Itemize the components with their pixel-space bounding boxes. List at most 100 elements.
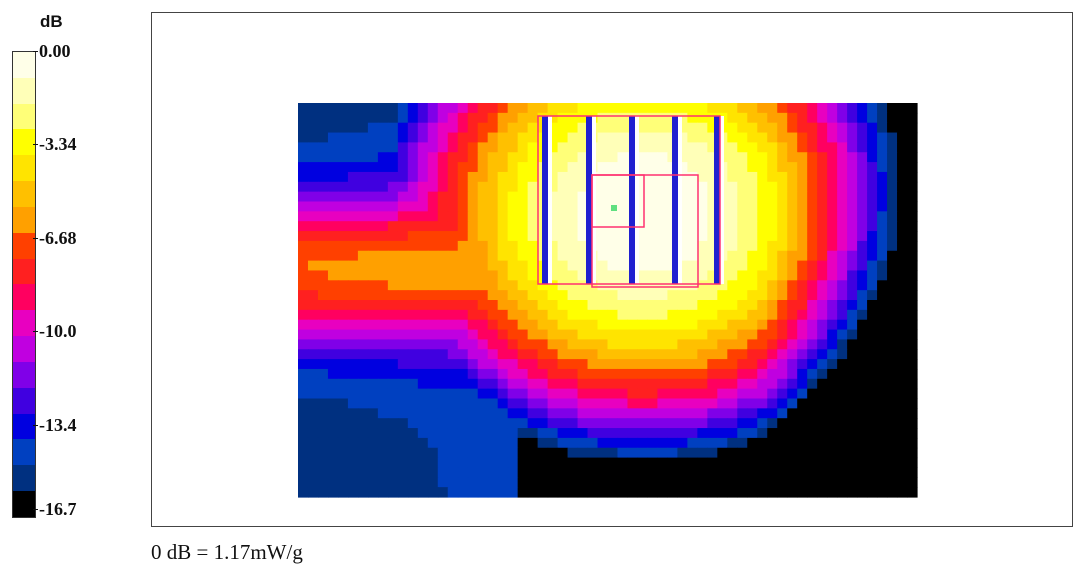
heatmap-cell xyxy=(857,142,868,153)
heatmap-cell xyxy=(867,280,878,291)
heatmap-cell xyxy=(467,240,479,252)
heatmap-cell xyxy=(597,132,609,143)
heatmap-cell xyxy=(647,122,659,134)
heatmap-cell xyxy=(347,270,359,281)
heatmap-cell xyxy=(517,368,529,380)
heatmap-cell xyxy=(397,428,409,439)
heatmap-cell xyxy=(437,349,449,360)
heatmap-cell xyxy=(907,300,918,311)
heatmap-cell xyxy=(897,457,908,469)
heatmap-cell xyxy=(747,408,758,419)
heatmap-cell xyxy=(807,240,818,252)
heatmap-cell xyxy=(567,457,579,469)
heatmap-cell xyxy=(797,487,808,498)
heatmap-cell xyxy=(617,162,629,173)
heatmap-cell xyxy=(647,457,659,469)
heatmap-cell xyxy=(647,250,659,262)
heatmap-cell xyxy=(527,122,539,134)
heatmap-cell xyxy=(777,398,788,409)
heatmap-cell xyxy=(467,437,479,449)
heatmap-cell xyxy=(607,211,619,222)
heatmap-cell xyxy=(887,418,898,429)
heatmap-cell xyxy=(897,428,908,439)
heatmap-cell xyxy=(657,487,668,498)
heatmap-cell xyxy=(457,122,469,134)
heatmap-cell xyxy=(377,132,389,143)
heatmap-cell xyxy=(577,319,589,331)
heatmap-cell xyxy=(657,428,668,439)
heatmap-cell xyxy=(587,359,599,370)
heatmap-cell xyxy=(747,280,758,291)
heatmap-cell xyxy=(887,428,898,439)
heatmap-cell xyxy=(637,250,649,262)
heatmap-cell xyxy=(677,270,688,281)
heatmap-cell xyxy=(647,162,659,173)
heatmap-cell xyxy=(507,162,519,173)
heatmap-cell xyxy=(467,142,479,153)
heatmap-cell xyxy=(687,240,698,252)
heatmap-cell xyxy=(657,388,668,400)
heatmap-cell xyxy=(467,428,479,439)
heatmap-cell xyxy=(617,280,629,291)
heatmap-cell xyxy=(387,359,399,370)
heatmap-cell xyxy=(467,103,479,114)
heatmap-cell xyxy=(747,300,758,311)
heatmap-cell xyxy=(337,388,349,400)
heatmap-cell xyxy=(317,398,329,409)
heatmap-cell xyxy=(447,280,459,291)
heatmap-cell xyxy=(737,309,748,321)
heatmap-cell xyxy=(347,418,359,429)
heatmap-cell xyxy=(857,240,868,252)
heatmap-cell xyxy=(437,378,449,390)
heatmap-cell xyxy=(677,250,688,262)
heatmap-cell xyxy=(707,457,718,469)
heatmap-cell xyxy=(347,103,359,114)
heatmap-cell xyxy=(777,388,788,400)
heatmap-cell xyxy=(367,378,379,390)
heatmap-cell xyxy=(298,477,309,488)
heatmap-cell xyxy=(557,142,569,153)
colorbar-level-13 xyxy=(13,387,35,414)
heatmap-cell xyxy=(827,122,838,134)
heatmap-cell xyxy=(827,280,838,291)
heatmap-cell xyxy=(807,201,818,212)
heatmap-cell xyxy=(527,191,539,203)
heatmap-cell xyxy=(687,477,698,488)
heatmap-cell xyxy=(807,181,818,193)
heatmap-cell xyxy=(557,280,569,291)
heatmap-cell xyxy=(637,211,649,222)
heatmap-cell xyxy=(877,300,888,311)
heatmap-cell xyxy=(747,398,758,409)
heatmap-cell xyxy=(887,477,898,488)
heatmap-cell xyxy=(357,260,369,272)
heatmap-cell xyxy=(527,457,539,469)
heatmap-cell xyxy=(717,418,728,429)
heatmap-cell xyxy=(727,211,738,222)
heatmap-cell xyxy=(317,447,329,459)
heatmap-cell xyxy=(497,388,509,400)
heatmap-cell xyxy=(757,122,768,134)
heatmap-cell xyxy=(787,349,798,360)
heatmap-cell xyxy=(567,428,579,439)
heatmap-cell xyxy=(427,378,439,390)
heatmap-cell xyxy=(687,487,698,498)
heatmap-cell xyxy=(547,152,559,163)
heatmap-cell xyxy=(677,211,688,222)
heatmap-cell xyxy=(907,112,918,124)
heatmap-cell xyxy=(447,368,459,380)
heatmap-cell xyxy=(887,211,898,222)
heatmap-cell xyxy=(437,171,449,183)
heatmap-cell xyxy=(507,142,519,153)
heatmap-cell xyxy=(407,231,419,242)
heatmap-cell xyxy=(657,300,668,311)
heatmap-cell xyxy=(607,368,619,380)
heatmap-cell xyxy=(747,487,758,498)
heatmap-cell xyxy=(567,260,579,272)
heatmap-cell xyxy=(677,359,688,370)
heatmap-cell xyxy=(497,132,509,143)
heatmap-cell xyxy=(337,181,349,193)
heatmap-cell xyxy=(767,171,778,183)
heatmap-cell xyxy=(597,309,609,321)
heatmap-cell xyxy=(377,388,389,400)
heatmap-cell xyxy=(667,408,678,419)
